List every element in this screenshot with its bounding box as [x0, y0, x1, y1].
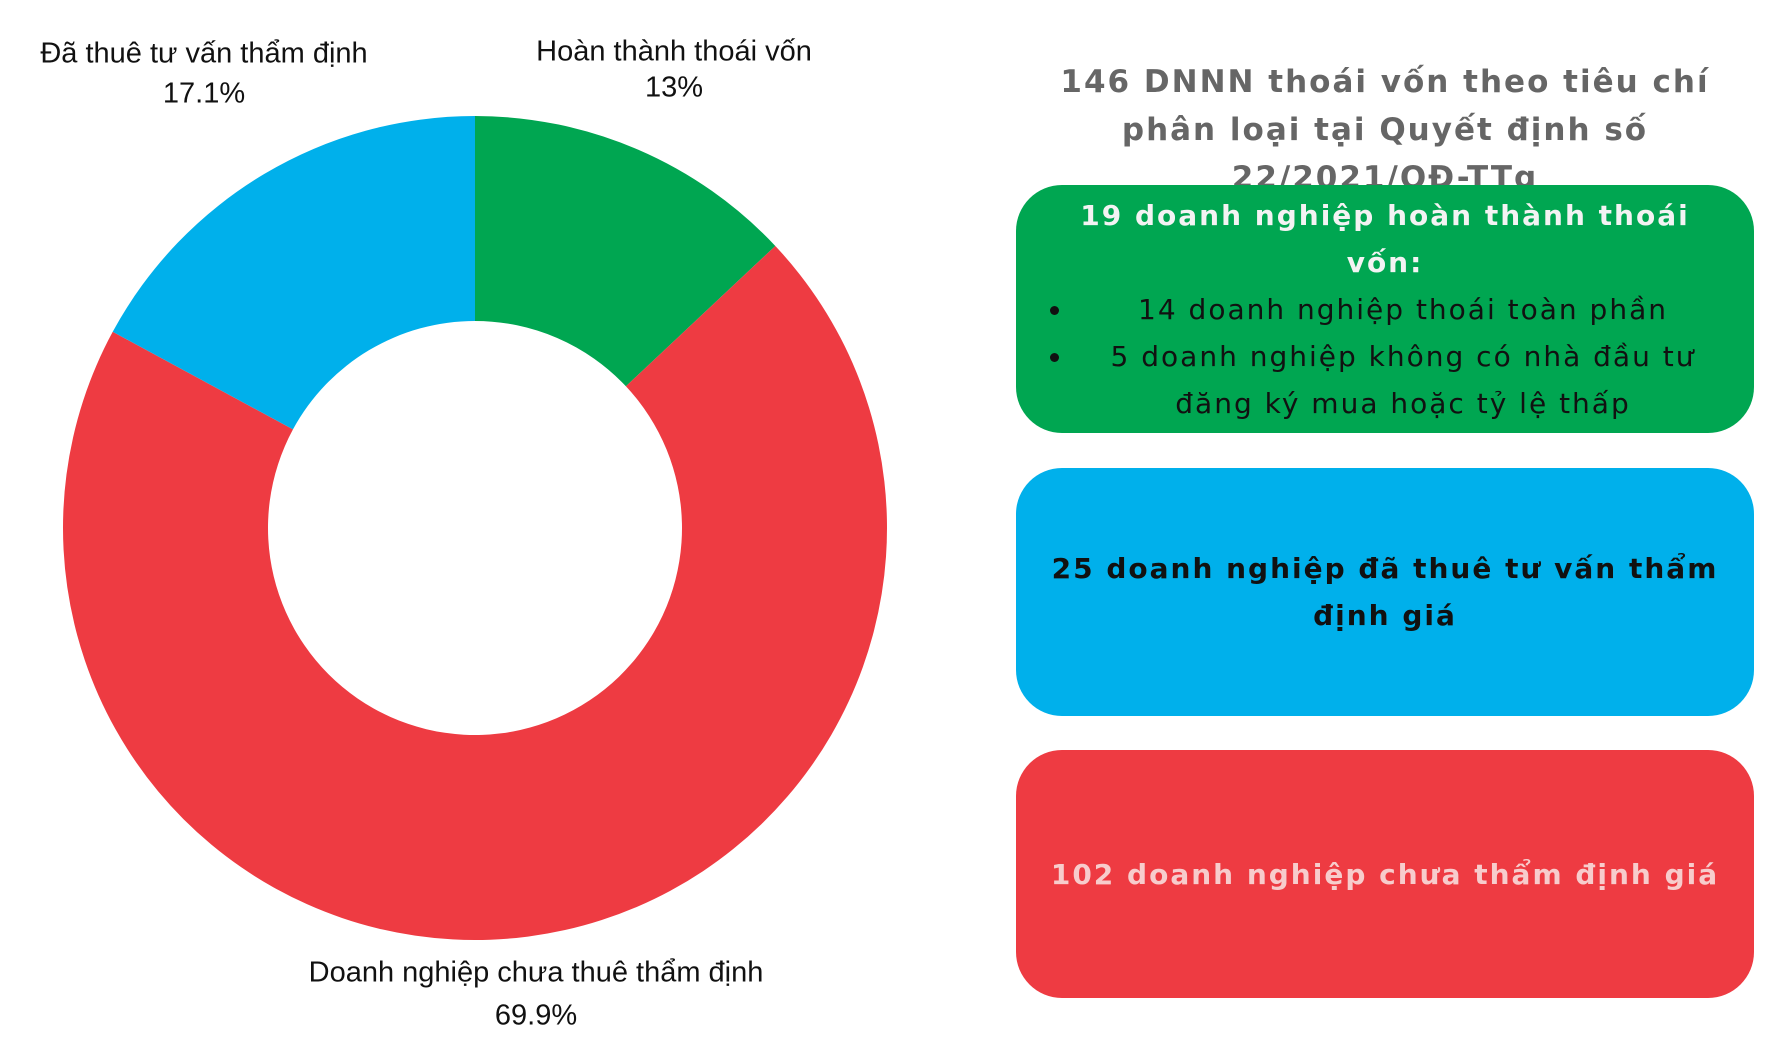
box-heading: 25 doanh nghiệp đã thuê tư vấn thẩm định…: [1051, 552, 1719, 632]
info-title: 146 DNNN thoái vốn theo tiêu chí phân lo…: [1060, 64, 1710, 196]
info-box: 102 doanh nghiệp chưa thẩm định giá: [1016, 750, 1754, 998]
box-heading: 19 doanh nghiệp hoàn thành thoái vốn:: [1080, 198, 1690, 279]
pie-slice: [112, 116, 475, 430]
info-box: 25 doanh nghiệp đã thuê tư vấn thẩm định…: [1016, 468, 1754, 716]
slice-label: Đã thuê tư vấn thẩm định: [40, 38, 367, 70]
slice-value-label: 13%: [645, 72, 703, 104]
slice-value-label: 17.1%: [163, 78, 245, 110]
box-heading: 102 doanh nghiệp chưa thẩm định giá: [1050, 857, 1720, 891]
box-list: 14 doanh nghiệp thoái toàn phần 5 doanh …: [1038, 286, 1732, 427]
box-item: 5 doanh nghiệp không có nhà đầu tư đăng …: [1074, 333, 1732, 427]
slice-label: Doanh nghiệp chưa thuê thẩm định: [309, 957, 764, 989]
slice-value-label: 69.9%: [495, 1000, 577, 1032]
pie-slice: [62, 245, 887, 940]
box-item: 14 doanh nghiệp thoái toàn phần: [1074, 286, 1732, 333]
slice-label: Hoàn thành thoái vốn: [536, 36, 812, 68]
info-box: 19 doanh nghiệp hoàn thành thoái vốn: 14…: [1016, 185, 1754, 433]
pie-slice: [475, 116, 776, 387]
